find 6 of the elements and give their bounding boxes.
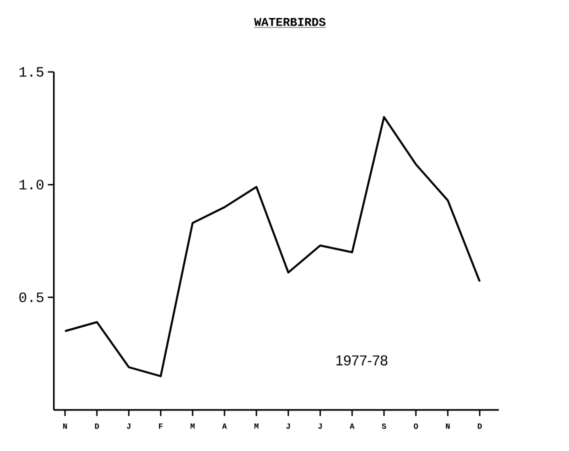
y-tick-label: 1.5 [20, 67, 44, 77]
annotation: 1977-78 [336, 355, 388, 366]
y-tick-label: 1.0 [20, 180, 44, 190]
chart-title: WATERBIRDS [254, 18, 326, 26]
y-tick-label: 0.5 [19, 292, 44, 302]
line-series [64, 116, 481, 378]
